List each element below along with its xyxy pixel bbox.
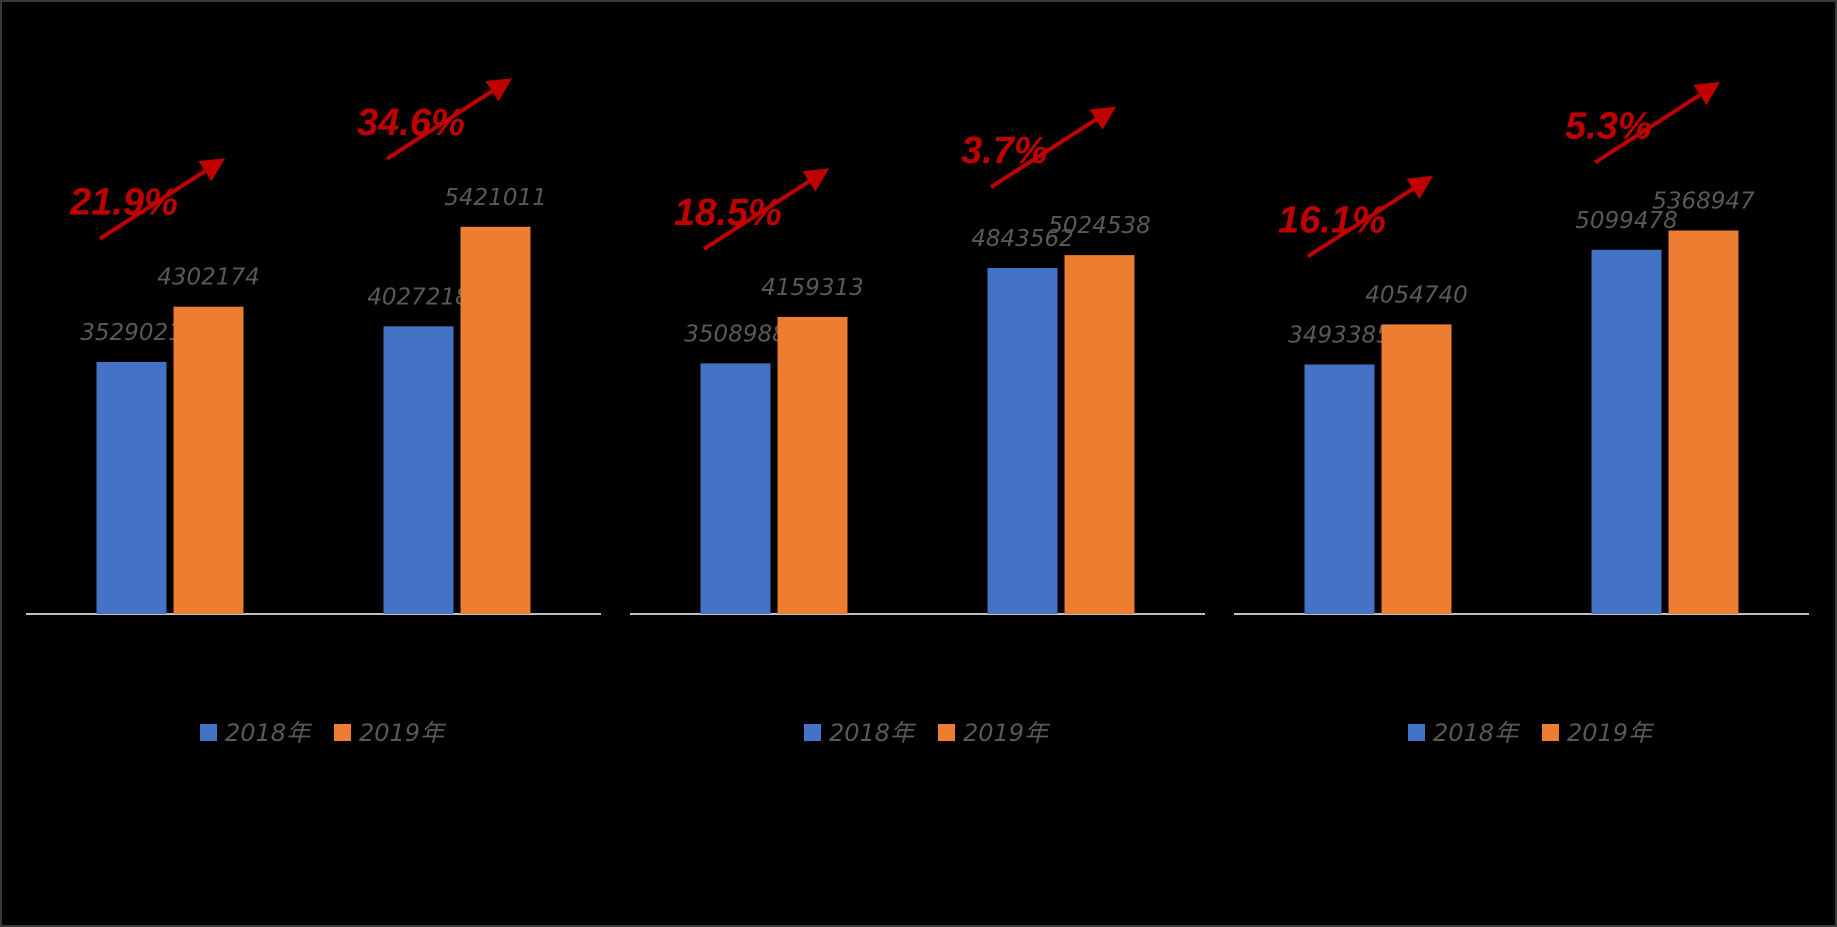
data-label: 4843562 xyxy=(971,226,1073,252)
bar-2018 xyxy=(700,363,771,614)
growth-label: 34.6% xyxy=(357,102,465,144)
growth-label: 18.5% xyxy=(674,192,782,234)
data-label: 4159313 xyxy=(761,275,863,301)
legend-label-2019: 2019年 xyxy=(963,719,1051,747)
growth-arrow xyxy=(1593,82,1721,165)
data-label: 3529021 xyxy=(80,320,182,346)
bar-2019 xyxy=(777,316,848,614)
data-label: 5368947 xyxy=(1652,189,1755,215)
bar-2018 xyxy=(1304,364,1375,614)
growth-label: 16.1% xyxy=(1278,199,1386,241)
bar-2019 xyxy=(173,306,244,614)
legend-swatch-2018 xyxy=(804,724,821,741)
bar-2018 xyxy=(383,326,454,614)
data-label: 3493385 xyxy=(1288,322,1390,348)
data-label: 3508988 xyxy=(684,321,786,347)
growth-arrow xyxy=(1306,175,1434,259)
data-label: 5099478 xyxy=(1575,208,1677,234)
growth-arrow xyxy=(385,78,513,161)
bar-2019 xyxy=(1064,255,1135,614)
legend-label-2018: 2018年 xyxy=(1433,719,1521,747)
data-label: 4054740 xyxy=(1365,282,1467,308)
growth-label: 21.9% xyxy=(69,182,178,224)
bar-2019 xyxy=(1668,230,1739,614)
data-label: 5421011 xyxy=(444,185,546,211)
legend-swatch-2019 xyxy=(938,724,955,741)
legend-label-2019: 2019年 xyxy=(1567,719,1655,747)
bar-2018 xyxy=(987,268,1058,614)
bar-2018 xyxy=(1591,249,1662,614)
legend-label-2018: 2018年 xyxy=(829,719,917,747)
growth-arrow xyxy=(98,158,226,241)
growth-label: 3.7% xyxy=(961,130,1048,172)
legend-swatch-2019 xyxy=(334,724,351,741)
data-label: 4302174 xyxy=(157,265,259,291)
growth-arrow xyxy=(989,106,1117,189)
growth-arrow xyxy=(702,168,830,251)
data-label: 5024538 xyxy=(1048,213,1150,239)
bar-2019 xyxy=(460,226,531,615)
growth-label: 5.3% xyxy=(1565,106,1652,148)
legend-label-2018: 2018年 xyxy=(225,719,313,747)
legend-swatch-2018 xyxy=(200,724,217,741)
legend-label-2019: 2019年 xyxy=(359,719,447,747)
bar-2018 xyxy=(96,361,167,614)
data-label: 4027218 xyxy=(367,284,469,310)
legend-swatch-2019 xyxy=(1542,724,1559,741)
bar-2019 xyxy=(1381,324,1452,614)
legend-swatch-2018 xyxy=(1408,724,1425,741)
